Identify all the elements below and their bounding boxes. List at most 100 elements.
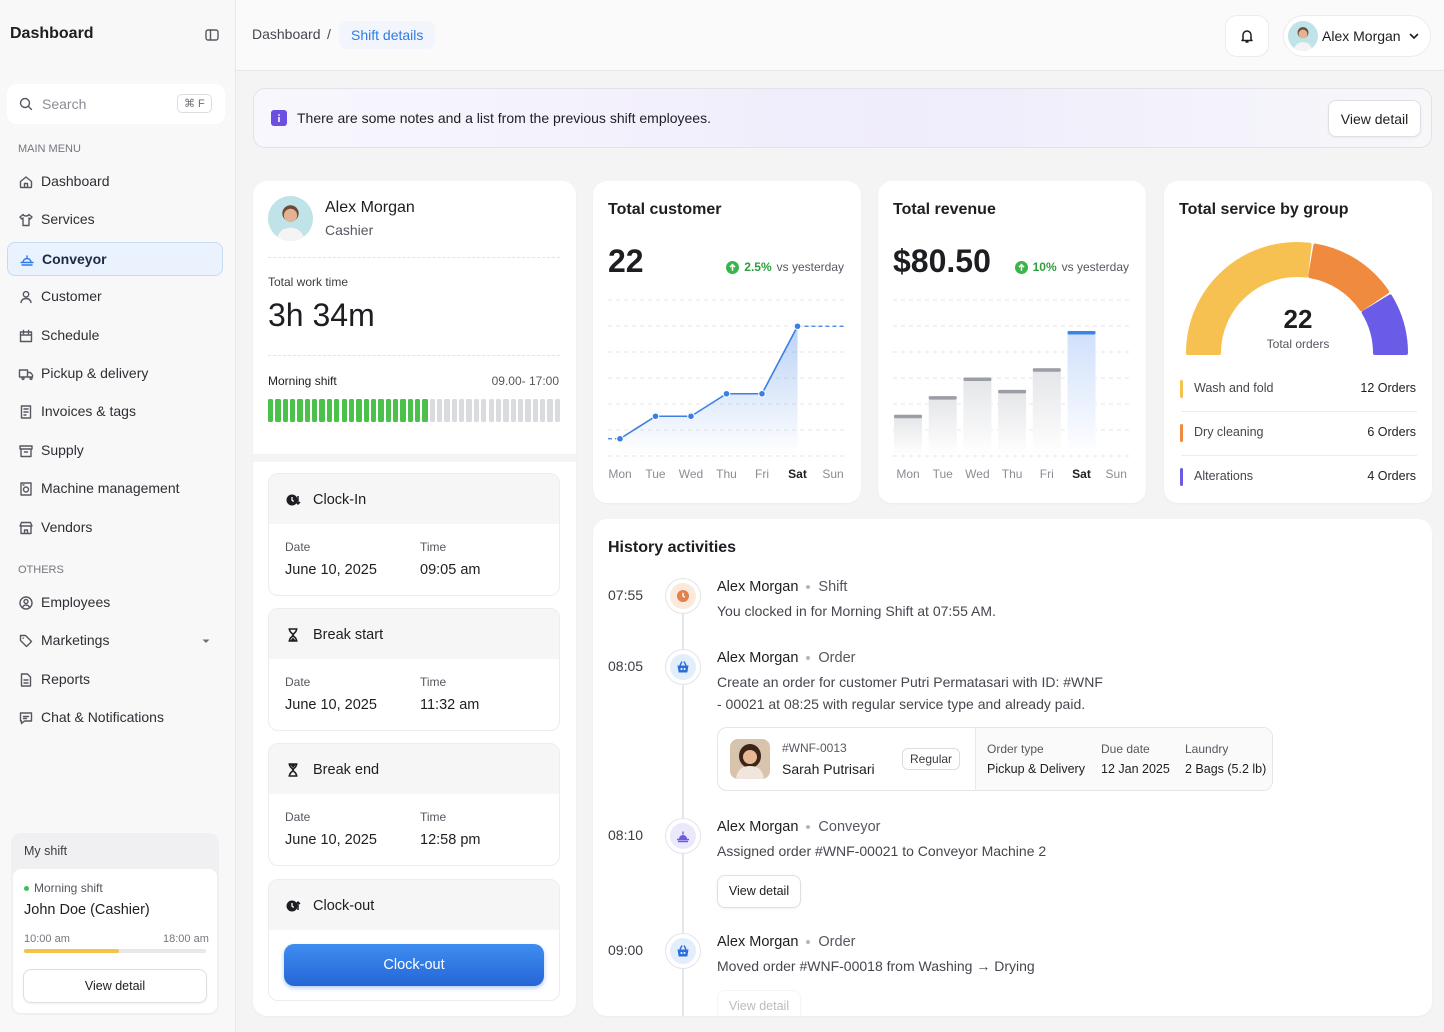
stat-change: 2.5% vs yesterday bbox=[726, 260, 844, 274]
activity-icon bbox=[665, 933, 701, 969]
menu-section-label: MAIN MENU bbox=[18, 143, 81, 155]
line bbox=[619, 325, 799, 440]
progress-segment bbox=[554, 399, 560, 422]
gauge-total: 22 bbox=[1283, 304, 1313, 334]
menu-icon bbox=[19, 214, 33, 227]
legend-label: Alterations bbox=[1194, 469, 1254, 483]
activity-icon bbox=[665, 578, 701, 614]
x-tick-label: Wed bbox=[965, 467, 989, 481]
menu-item[interactable]: Dashboard bbox=[7, 165, 223, 199]
menu-label: Reports bbox=[41, 670, 91, 687]
activity-head: Alex Morgan Shift bbox=[717, 577, 1337, 597]
user-menu[interactable]: Alex Morgan bbox=[1283, 15, 1431, 57]
legend-label: Wash and fold bbox=[1194, 381, 1274, 395]
gauge-total-label: Total orders bbox=[1266, 337, 1330, 351]
stat-card: Total service by group 22 Total orders Wash… bbox=[1164, 181, 1432, 503]
bullet bbox=[806, 825, 811, 829]
activity-name: Alex Morgan bbox=[717, 934, 799, 950]
legend-swatch bbox=[1180, 468, 1183, 486]
clock-out-button[interactable]: Clock-out bbox=[284, 944, 544, 986]
date-value: June 10, 2025 bbox=[285, 832, 377, 848]
progress-segment bbox=[304, 399, 311, 422]
bar bbox=[963, 377, 992, 455]
menu-item[interactable]: Reports bbox=[7, 663, 223, 697]
view-detail-button[interactable]: View detail bbox=[717, 874, 801, 908]
clock-card-header bbox=[269, 609, 559, 659]
progress-segment bbox=[547, 399, 553, 422]
menu-item[interactable]: Marketings bbox=[7, 624, 223, 658]
activity-name: Alex Morgan bbox=[717, 579, 799, 595]
menu-item[interactable]: Pickup & delivery bbox=[7, 357, 223, 391]
order-id: #WNF-0013 bbox=[782, 741, 847, 755]
menu-item[interactable]: Invoices & tags bbox=[7, 395, 223, 429]
menu-item[interactable]: Vendors bbox=[7, 511, 223, 545]
time-value: 09:05 am bbox=[420, 562, 481, 578]
bar bbox=[998, 389, 1027, 455]
shift-hours: 09.00- 17:00 bbox=[491, 374, 559, 388]
progress-segment bbox=[268, 399, 274, 422]
profile-role: Cashier bbox=[325, 222, 374, 238]
search-box[interactable]: Search ⌘ F bbox=[7, 84, 225, 124]
activity-head: Alex Morgan Order bbox=[717, 932, 1337, 952]
menu-label: Marketings bbox=[41, 632, 110, 649]
progress-segment bbox=[422, 399, 428, 422]
stat-card: Total revenue $80.50 10% vs yesterday Mon Tue… bbox=[878, 181, 1146, 503]
order-field-label: Due date bbox=[1101, 742, 1150, 756]
clock-card-header bbox=[269, 474, 559, 524]
card-title: Total customer bbox=[608, 201, 722, 218]
bar bbox=[1067, 331, 1096, 455]
menu-item[interactable]: Conveyor bbox=[7, 241, 223, 276]
activity-name: Alex Morgan bbox=[717, 650, 799, 666]
activity-name: Alex Morgan bbox=[717, 819, 799, 835]
timeline-line bbox=[682, 589, 684, 1016]
progress-segment bbox=[319, 399, 325, 422]
view-detail-button[interactable]: View detail bbox=[23, 969, 207, 1003]
button-label: View detail bbox=[84, 979, 146, 993]
chart: Mon Tue Wed Thu Fri Sat Sun bbox=[608, 299, 846, 481]
order-customer: Sarah Putrisari bbox=[782, 761, 875, 777]
view-detail-button[interactable]: View detail bbox=[1328, 100, 1421, 137]
menu-item[interactable]: Supply bbox=[7, 434, 223, 468]
menu-item[interactable]: Services bbox=[7, 203, 223, 237]
activity: Alex Morgan Conveyor Assigned order #WNF-0… bbox=[717, 817, 1337, 908]
menu-label: Schedule bbox=[41, 326, 100, 343]
card-title: Total revenue bbox=[893, 201, 996, 218]
activity-head: Alex Morgan Order bbox=[717, 648, 1337, 668]
clock-title: Clock-out bbox=[313, 898, 375, 914]
bar-cap bbox=[963, 377, 992, 381]
progress-track bbox=[24, 949, 206, 953]
menu-icon bbox=[20, 291, 32, 304]
sidebar: Dashboard Search ⌘ F MAIN MENU Dashboard Serv… bbox=[0, 0, 236, 1032]
progress-segment bbox=[451, 399, 458, 422]
progress-segment bbox=[429, 399, 436, 422]
menu-item[interactable]: Chat & Notifications bbox=[7, 701, 223, 735]
x-tick-label: Wed bbox=[679, 467, 703, 481]
user-name: Alex Morgan bbox=[1322, 28, 1401, 44]
notification-button[interactable] bbox=[1225, 15, 1269, 57]
menu-label: Pickup & delivery bbox=[41, 365, 149, 381]
x-tick-label: Mon bbox=[896, 467, 919, 481]
line-point bbox=[793, 322, 802, 331]
menu-item[interactable]: Employees bbox=[7, 586, 223, 620]
x-tick-label: Tue bbox=[645, 467, 666, 481]
legend-value: 4 Orders bbox=[1367, 469, 1416, 483]
menu-icon bbox=[20, 482, 32, 496]
legend-value: 6 Orders bbox=[1367, 425, 1416, 439]
menu-item[interactable]: Machine management bbox=[7, 472, 223, 506]
menu-item[interactable]: Customer bbox=[7, 280, 223, 314]
header: Dashboard / Shift details Alex Morgan bbox=[236, 0, 1444, 71]
activity-text: Assigned order #WNF-00021 to Conveyor Ma… bbox=[717, 843, 1047, 859]
menu-icon bbox=[18, 369, 34, 381]
date-label: Date bbox=[285, 810, 311, 824]
breadcrumb-item[interactable]: Dashboard bbox=[252, 26, 321, 42]
clock-icon bbox=[288, 628, 298, 642]
stat-value: $80.50 bbox=[893, 243, 991, 279]
change-compare: vs yesterday bbox=[776, 260, 844, 274]
progress-segment bbox=[415, 399, 421, 422]
date-label: Date bbox=[285, 675, 311, 689]
x-tick-label: Mon bbox=[608, 467, 631, 481]
view-detail-button[interactable]: View detail bbox=[717, 989, 801, 1016]
change-compare: vs yesterday bbox=[1061, 260, 1129, 274]
menu-item[interactable]: Schedule bbox=[7, 319, 223, 353]
progress-segment bbox=[539, 399, 546, 422]
